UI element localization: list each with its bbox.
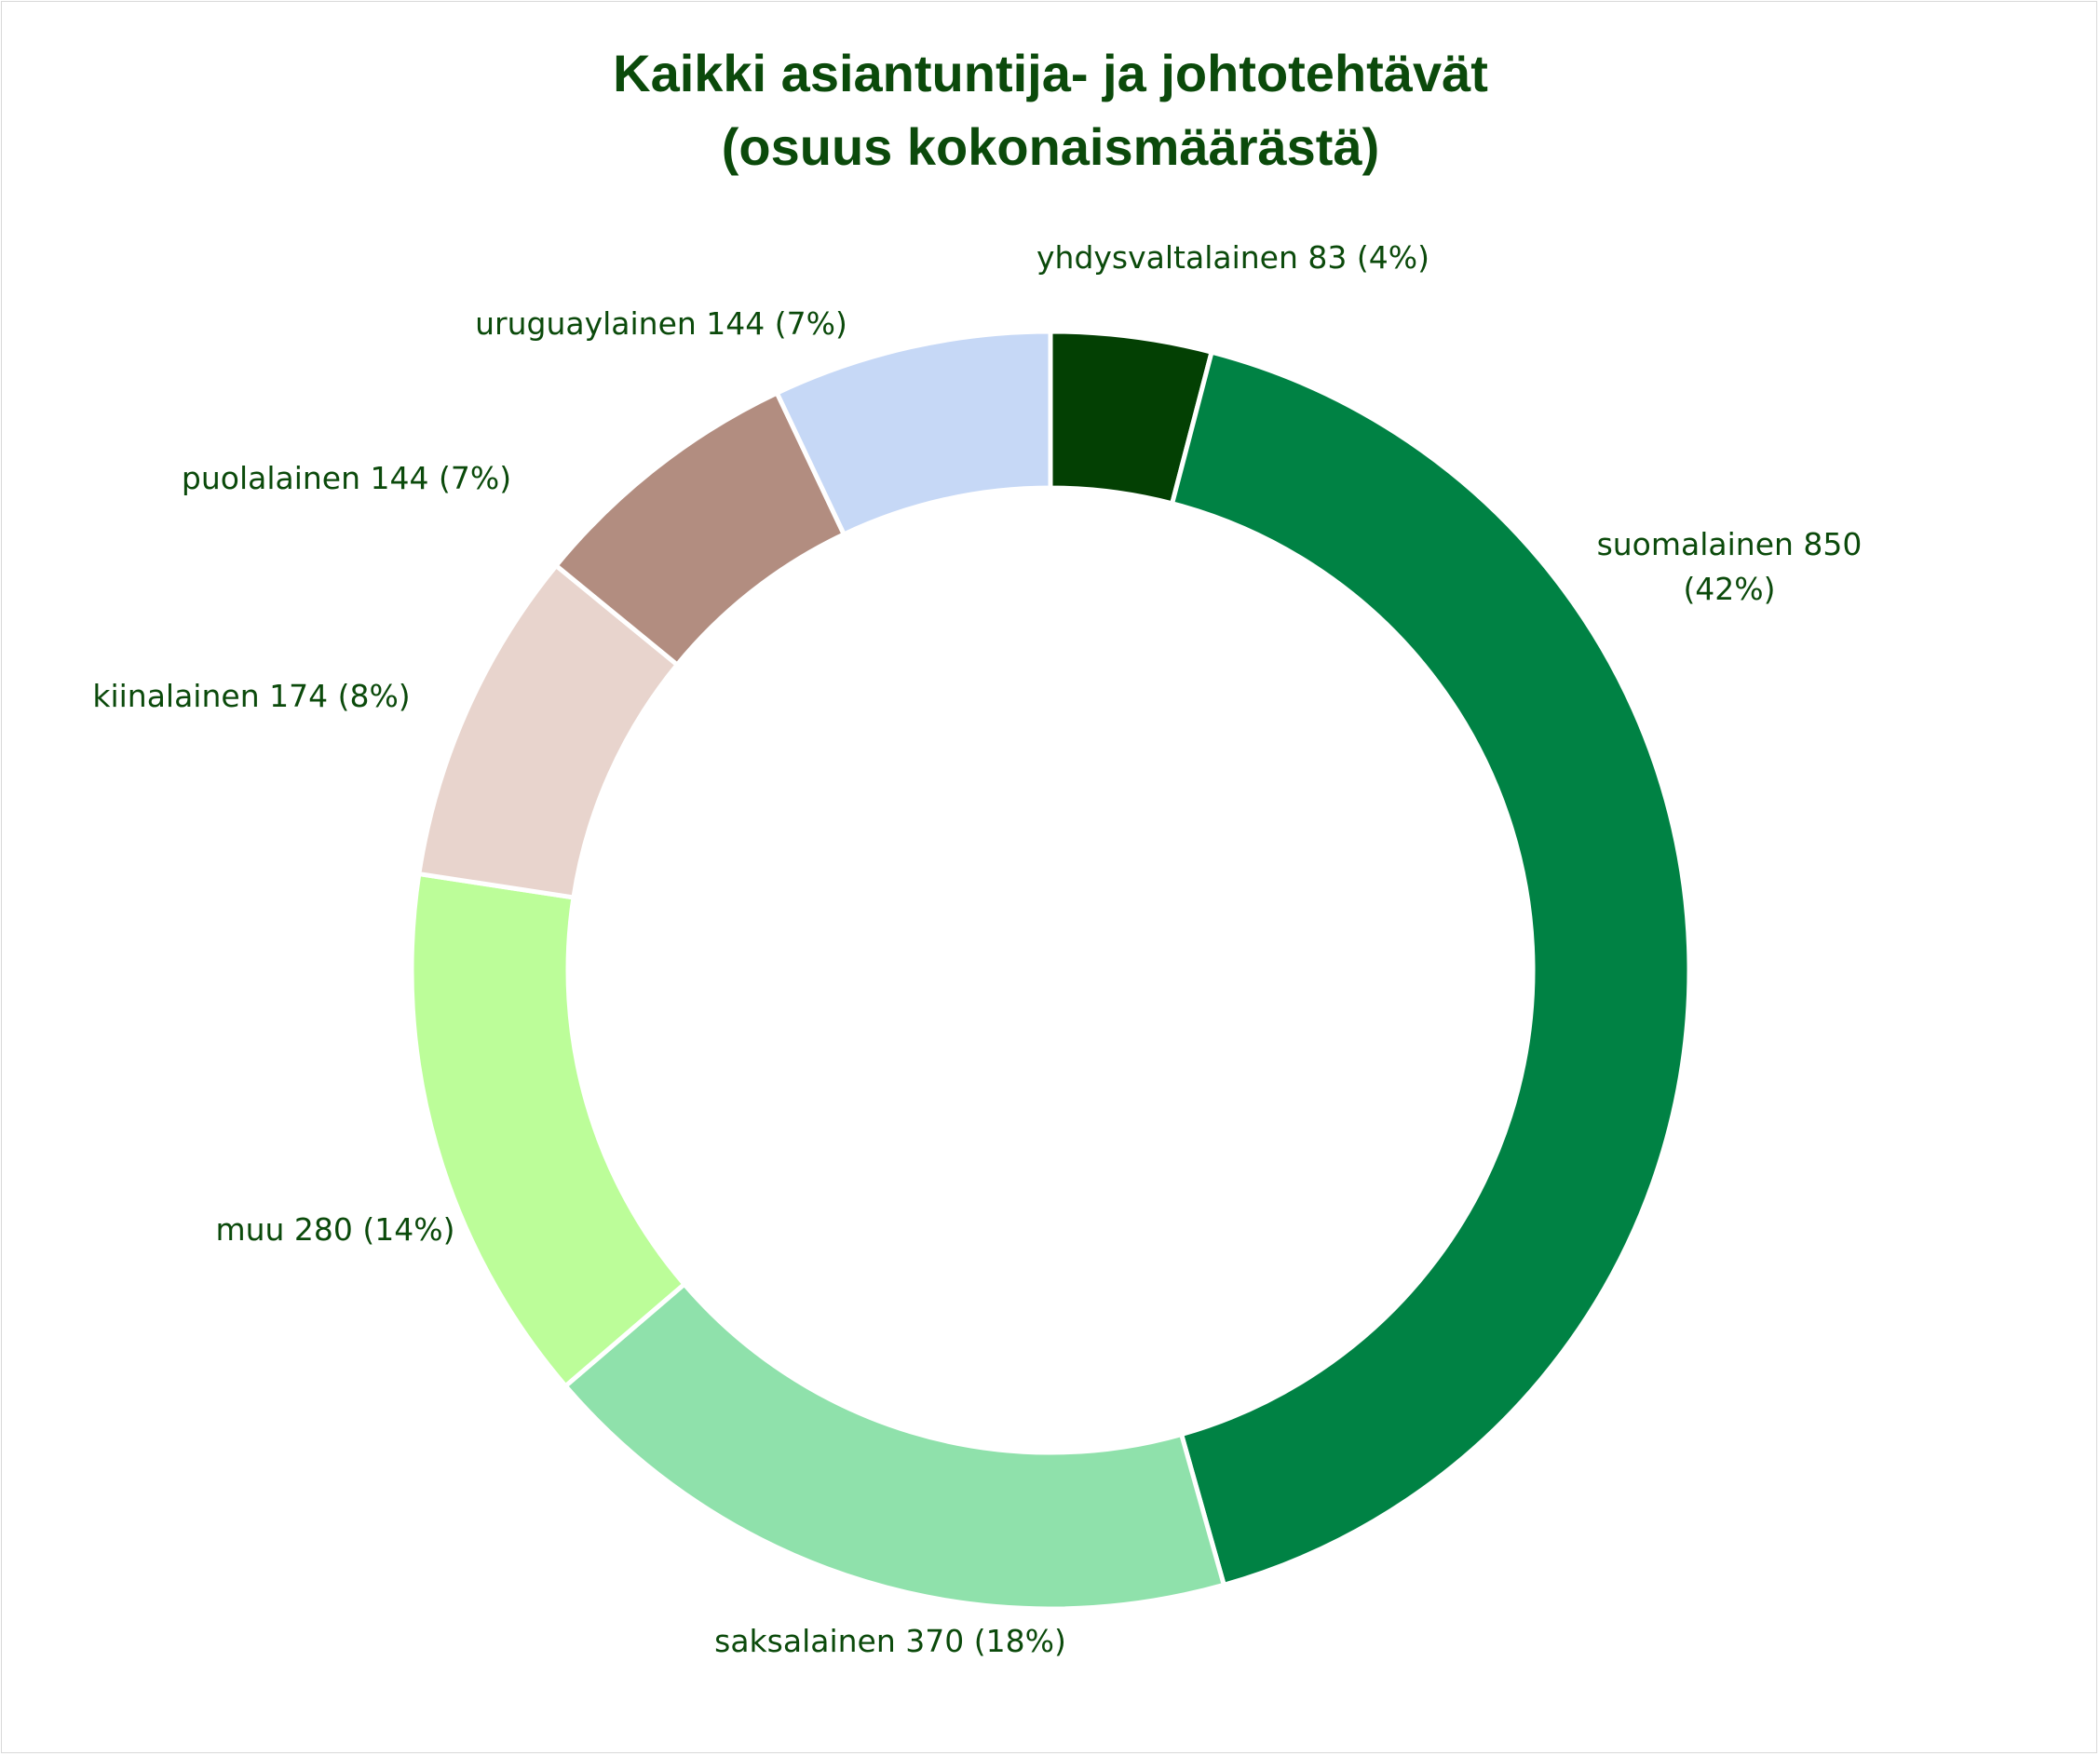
chart-title-line-1: Kaikki asiantuntija- ja johtotehtävät xyxy=(613,44,1488,102)
label-yhdysvaltalainen: yhdysvaltalainen 83 (4%) xyxy=(1036,239,1429,276)
slice-muu xyxy=(409,871,688,1390)
slice-suomalainen xyxy=(1169,349,1692,1588)
slice-saksalainen xyxy=(562,1280,1227,1612)
donut-slices xyxy=(409,329,1692,1612)
label-puolalainen: puolalainen 144 (7%) xyxy=(182,460,511,496)
label-muu: muu 280 (14%) xyxy=(215,1211,454,1248)
label-suomalainen: suomalainen 850 (42%) xyxy=(1597,526,1863,607)
slice-uruguaylainen xyxy=(773,329,1053,538)
label-kiinalainen: kiinalainen 174 (8%) xyxy=(92,678,410,714)
label-saksalainen: saksalainen 370 (18%) xyxy=(714,1623,1066,1659)
chart-title-line-2: (osuus kokonaismäärästä) xyxy=(722,117,1379,176)
label-uruguaylainen: uruguaylainen 144 (7%) xyxy=(475,305,847,342)
slice-labels: yhdysvaltalainen 83 (4%) suomalainen 850(… xyxy=(92,239,1862,1659)
